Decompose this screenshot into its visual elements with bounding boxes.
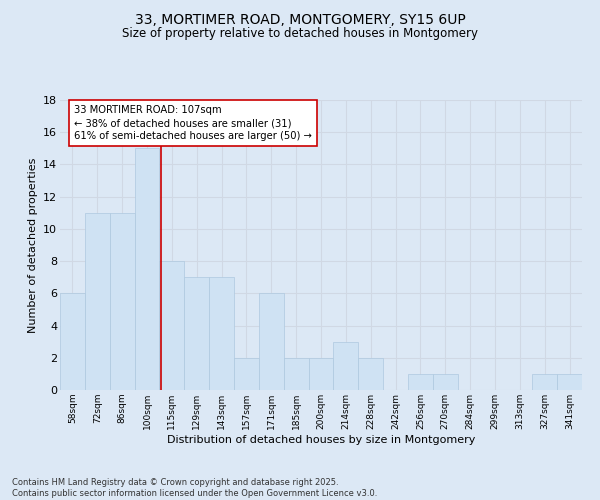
Bar bbox=[408, 374, 433, 390]
Text: 33 MORTIMER ROAD: 107sqm
← 38% of detached houses are smaller (31)
61% of semi-d: 33 MORTIMER ROAD: 107sqm ← 38% of detach… bbox=[74, 105, 312, 141]
Bar bbox=[110, 213, 134, 390]
Bar bbox=[259, 294, 284, 390]
Bar bbox=[160, 261, 184, 390]
Bar bbox=[284, 358, 308, 390]
Bar bbox=[209, 277, 234, 390]
Bar bbox=[60, 294, 85, 390]
Bar bbox=[334, 342, 358, 390]
Bar bbox=[557, 374, 582, 390]
Bar bbox=[532, 374, 557, 390]
Text: Contains HM Land Registry data © Crown copyright and database right 2025.
Contai: Contains HM Land Registry data © Crown c… bbox=[12, 478, 377, 498]
Bar bbox=[85, 213, 110, 390]
Bar bbox=[184, 277, 209, 390]
Bar bbox=[308, 358, 334, 390]
Text: 33, MORTIMER ROAD, MONTGOMERY, SY15 6UP: 33, MORTIMER ROAD, MONTGOMERY, SY15 6UP bbox=[134, 12, 466, 26]
Y-axis label: Number of detached properties: Number of detached properties bbox=[28, 158, 38, 332]
Text: Size of property relative to detached houses in Montgomery: Size of property relative to detached ho… bbox=[122, 28, 478, 40]
Bar bbox=[234, 358, 259, 390]
Bar bbox=[134, 148, 160, 390]
X-axis label: Distribution of detached houses by size in Montgomery: Distribution of detached houses by size … bbox=[167, 434, 475, 444]
Bar bbox=[433, 374, 458, 390]
Bar bbox=[358, 358, 383, 390]
